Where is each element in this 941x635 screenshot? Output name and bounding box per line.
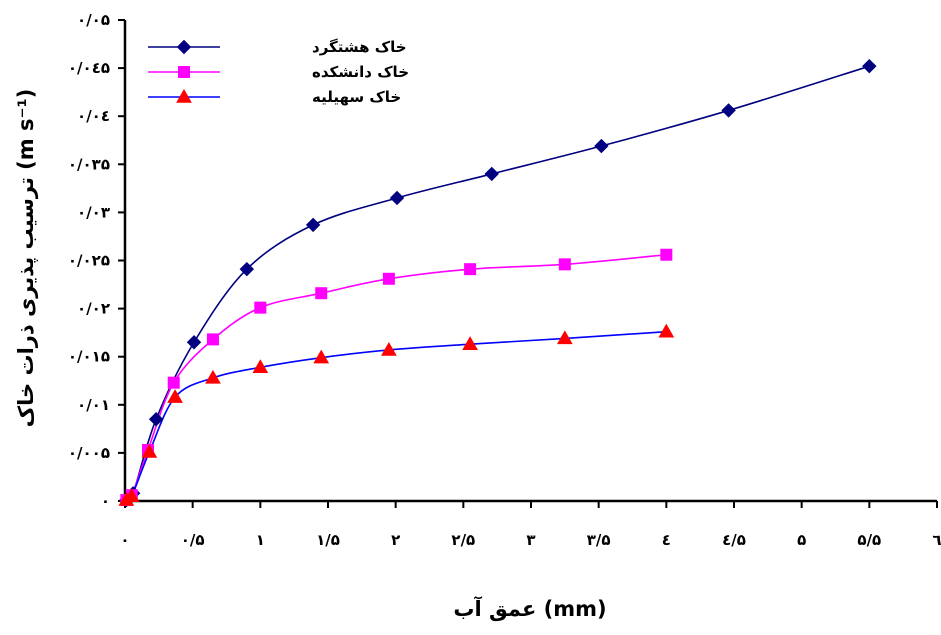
x-tick-label: ۳/۵ [587, 531, 611, 549]
axes [123, 20, 937, 503]
y-tick-label: ۰/۰۵ [77, 11, 110, 29]
series-1-point [186, 335, 202, 350]
series-2-point [382, 272, 395, 285]
series-1-point [721, 103, 736, 118]
x-tick-label: ۵ [797, 531, 806, 549]
y-tick-label: ۰/۰۲ [77, 300, 110, 318]
x-tick-label: ۱ [256, 531, 265, 549]
x-tick-label: ٤/۵ [722, 531, 746, 549]
y-tick-label: ۰/۰۱ [77, 396, 110, 414]
tick-labels: ۰ ۰/۵ ۱ ۱/۵ ۲ ۲/۵ ۳ ۳/۵ ٤ ٤/۵ ۵ ۵/۵ ٦ ۰ ۰/۰۰۵ ۰/۰۱ ۰/۰۱۵… [68, 11, 941, 549]
series-3-point [252, 359, 269, 374]
series-line-3 [125, 330, 667, 502]
series-1-point [594, 138, 609, 154]
series-3-point [381, 341, 397, 356]
x-tick-label: ٤ [662, 531, 671, 549]
series-3-point [313, 349, 330, 364]
series-1-point [148, 412, 164, 427]
x-tick-label: ۵/۵ [857, 531, 881, 549]
x-tick-label: ۰ [120, 531, 129, 549]
series-1-point [862, 58, 877, 74]
series-lines [125, 65, 870, 503]
x-tick-label: ۳ [526, 531, 535, 549]
series-3-point [658, 323, 675, 338]
series-2-point [167, 376, 180, 389]
x-axis-title: عمق آب (mm) [453, 596, 606, 621]
y-tick-label: ۰/۰۰۵ [68, 444, 110, 462]
legend-item: خاک دانشکده [148, 63, 409, 81]
series-line-2 [125, 253, 667, 502]
y-tick-label: ۰ [101, 492, 110, 510]
series-2-point [254, 301, 267, 314]
x-tick-label: ۰/۵ [181, 531, 205, 549]
y-tick-label: ۰/۰۳ [77, 203, 110, 221]
legend-item: خاک سهیلیه [148, 88, 401, 106]
y-axis-title: ترسیب پذیری ذرات خاک (m s⁻¹) [14, 89, 38, 428]
series-2-point [206, 333, 219, 346]
series-3-point [123, 488, 140, 502]
x-tick-label: ۲ [391, 531, 400, 549]
series-1-point [389, 190, 405, 206]
x-tick-label: ٦ [932, 531, 941, 549]
y-tick-label: ۰/۰۱۵ [68, 348, 110, 366]
series-3-point [205, 369, 221, 384]
legend-label: خاک سهیلیه [312, 88, 401, 106]
legend-marker [176, 39, 192, 55]
series-2-point [464, 263, 477, 276]
series-2-point [660, 248, 673, 261]
y-tick-label: ۰/۰٤ [77, 107, 110, 125]
y-tick-label: ۰/۰۲۵ [68, 252, 110, 270]
y-tick-label: ۰/۰٤۵ [68, 59, 110, 77]
series-markers [118, 58, 877, 508]
series-2-point [558, 258, 571, 271]
legend-item: خاک هشتگرد [148, 38, 407, 56]
x-tick-label: ۱/۵ [316, 531, 340, 549]
legend-label: خاک دانشکده [312, 63, 409, 81]
series-3-point [167, 389, 183, 403]
legend: خاک هشتگرد خاک دانشکده خاک سهیلیه [148, 38, 409, 106]
legend-marker [178, 66, 190, 78]
series-1-point [239, 261, 255, 277]
series-3-point [462, 336, 478, 350]
series-3-point [556, 330, 573, 345]
x-tick-label: ۲/۵ [451, 531, 475, 549]
series-1-point [305, 217, 321, 233]
legend-marker [176, 88, 192, 103]
legend-label: خاک هشتگرد [312, 38, 407, 56]
ticks [118, 19, 938, 508]
series-2-point [315, 287, 328, 300]
series-1-point [484, 166, 499, 182]
y-tick-label: ۰/۰۳۵ [68, 155, 110, 173]
series-3-point [141, 443, 158, 458]
series-line-1 [125, 65, 870, 503]
